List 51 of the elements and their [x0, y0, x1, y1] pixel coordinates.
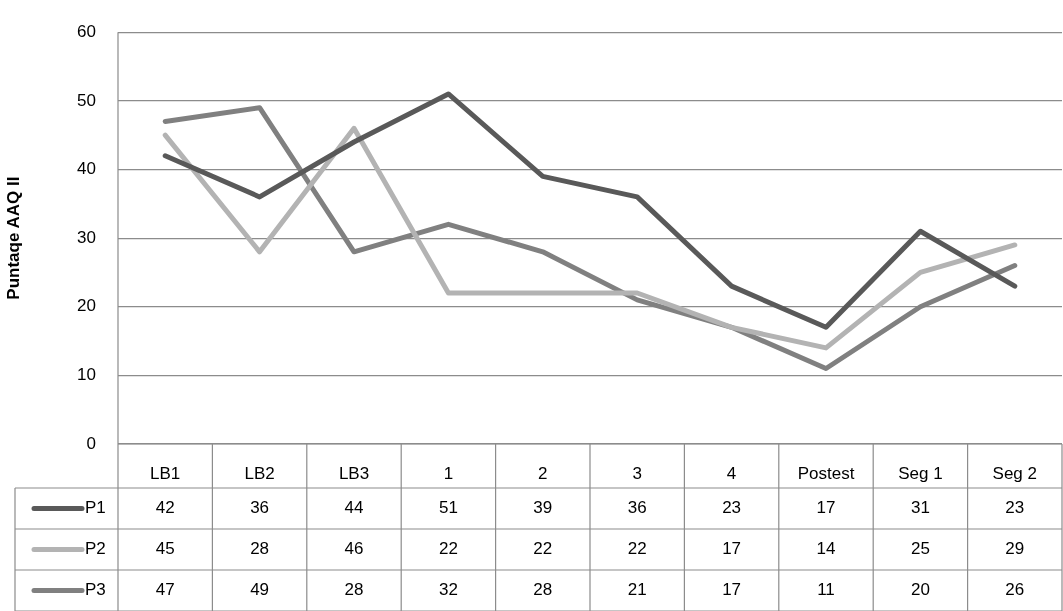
legend-label: P1 [85, 498, 106, 518]
x-tick-label: Seg 2 [992, 463, 1038, 483]
data-label: 47 [155, 580, 175, 600]
x-tick-label: LB2 [244, 463, 275, 483]
data-label: 23 [1005, 498, 1025, 518]
data-label: 51 [438, 498, 458, 518]
data-label: 22 [533, 539, 553, 559]
legend-label: P3 [85, 580, 106, 600]
y-tick-label: 50 [77, 90, 96, 110]
data-label: 20 [910, 580, 930, 600]
data-label: 22 [438, 539, 458, 559]
y-axis-title: Puntaqe AAQ II [3, 176, 23, 300]
data-label: 36 [250, 498, 270, 518]
data-label: 11 [817, 580, 835, 600]
data-label: 36 [627, 498, 647, 518]
x-tick-label: 1 [443, 463, 454, 483]
x-tick-label: Postest [797, 463, 855, 483]
data-label: 39 [533, 498, 553, 518]
data-label: 29 [1005, 539, 1025, 559]
x-tick-label: 2 [538, 463, 548, 483]
data-label: 45 [155, 539, 175, 559]
data-label: 28 [533, 580, 553, 600]
y-tick-label: 60 [77, 21, 96, 41]
data-label: 44 [344, 498, 364, 518]
data-label: 46 [344, 539, 364, 559]
data-label: 17 [722, 539, 742, 559]
y-tick-label: 30 [77, 227, 96, 247]
data-label: 49 [250, 580, 270, 600]
y-tick-label: 20 [77, 296, 96, 316]
x-tick-label: Seg 1 [898, 463, 943, 483]
data-label: 23 [722, 498, 742, 518]
data-label: 25 [910, 539, 930, 559]
x-tick-label: LB1 [150, 463, 181, 483]
x-tick-label: 4 [726, 463, 737, 483]
data-label: 21 [627, 580, 647, 600]
data-label: 28 [250, 539, 270, 559]
data-label: 32 [438, 580, 458, 600]
y-tick-label: 40 [77, 159, 96, 179]
data-label: 42 [155, 498, 175, 518]
data-label: 22 [627, 539, 647, 559]
x-tick-label: 3 [632, 463, 642, 483]
x-tick-label: LB3 [338, 463, 370, 483]
data-label: 28 [344, 580, 364, 600]
data-label: 17 [722, 580, 742, 600]
y-tick-label: 10 [77, 365, 96, 385]
data-label: 17 [816, 498, 836, 518]
y-tick-label: 0 [86, 433, 96, 453]
data-label: 14 [816, 539, 836, 559]
legend-label: P2 [85, 539, 106, 559]
data-label: 31 [910, 498, 930, 518]
data-label: 26 [1005, 580, 1025, 600]
